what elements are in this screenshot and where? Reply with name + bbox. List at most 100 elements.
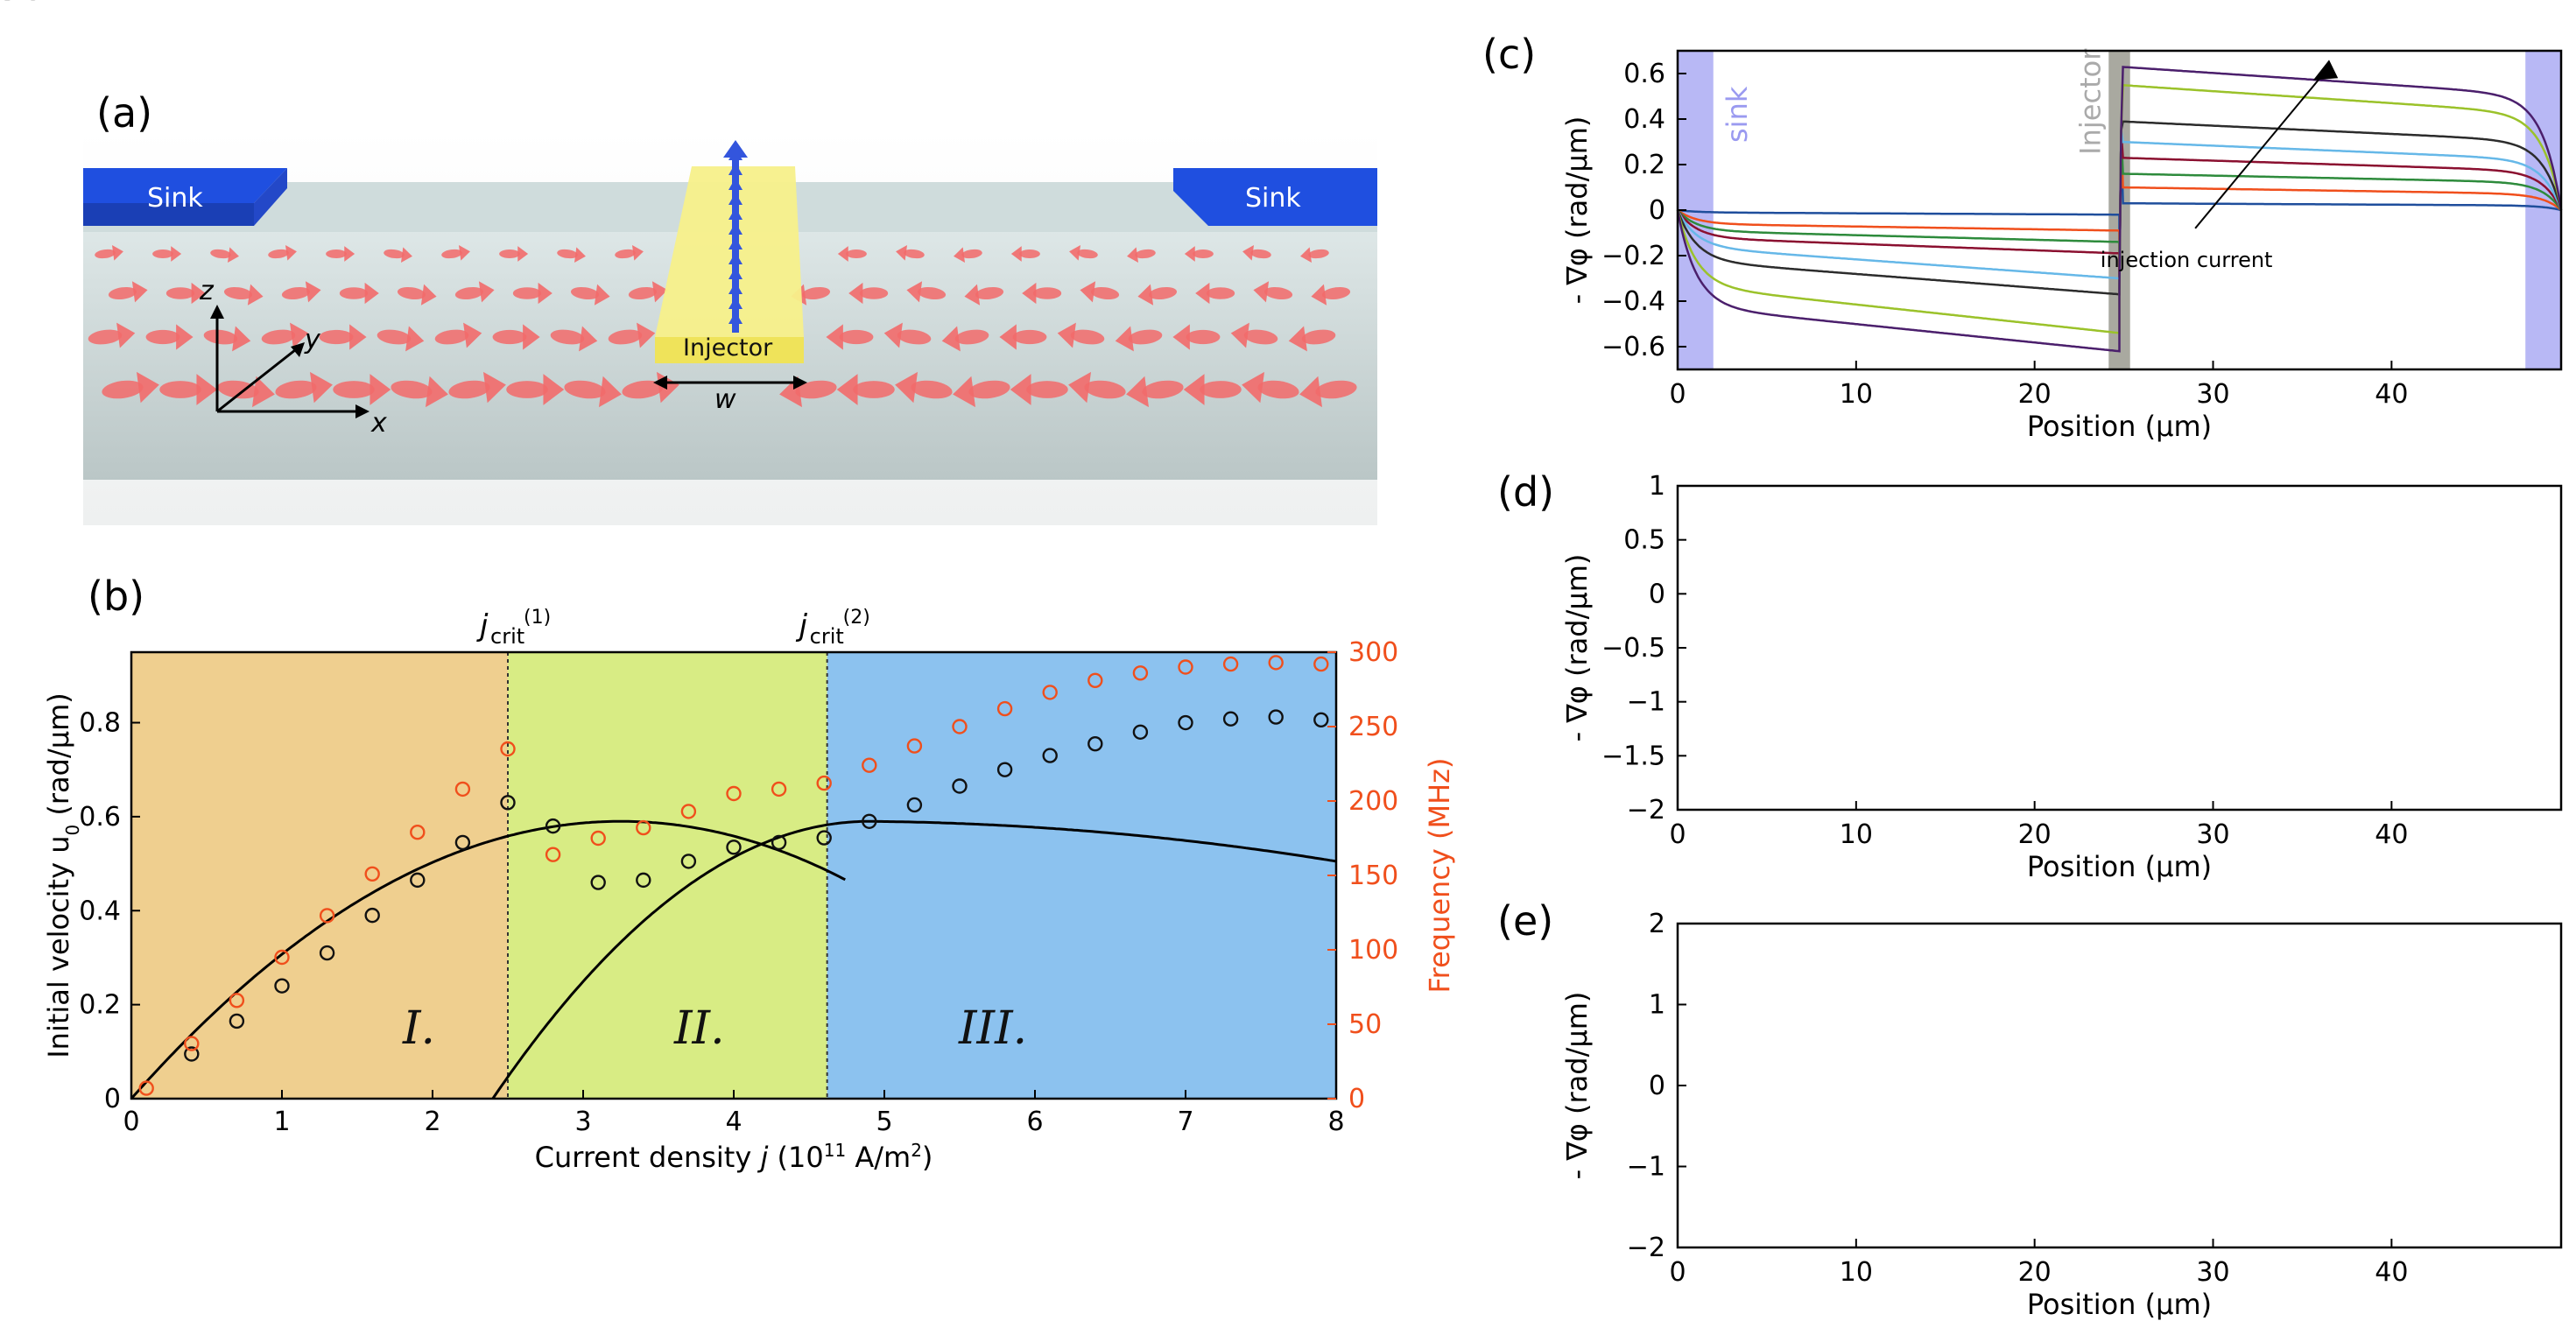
frequency-point (410, 825, 426, 840)
x-tick-label-e: 10 (1840, 1257, 1873, 1288)
arrow-body (1257, 380, 1299, 399)
frequency-point (590, 830, 606, 847)
frequency-point (454, 781, 471, 798)
arrow-body (210, 249, 231, 259)
magnetization-arrow (145, 324, 194, 350)
injector-stripe (655, 166, 804, 337)
arrow-head (290, 322, 309, 348)
x-axis-label-c: Position (µm) (2027, 410, 2212, 443)
y-tick-label-d: −0.5 (1601, 633, 1665, 664)
arrow-head (574, 247, 586, 263)
magnetization-arrow (95, 244, 123, 261)
y-tick-label-d: 0 (1649, 579, 1665, 609)
frequency-point (1222, 656, 1239, 672)
frequency-point (319, 908, 335, 924)
spin-arrow-shaft (732, 205, 739, 214)
frequency-point (184, 1036, 200, 1051)
frequency-point (952, 719, 968, 734)
region-label-1: I. (402, 1002, 435, 1055)
magnetization-arrow (1230, 322, 1278, 348)
y-tick-label-e: 0 (1649, 1071, 1665, 1101)
arrow-head (232, 326, 251, 352)
arrow-body (1200, 381, 1242, 398)
arrow-head (1126, 376, 1150, 408)
y-tick-label-d: 1 (1649, 471, 1665, 502)
x-tick-label-d: 30 (2196, 819, 2229, 850)
sink-label: sink (1721, 86, 1754, 143)
arrow-head (883, 322, 903, 348)
velocity-point (590, 875, 606, 890)
magnetization-arrow (326, 246, 355, 262)
width-label: w (714, 384, 736, 415)
crit-sub-2: crit (810, 624, 844, 649)
magnetization-arrow (1010, 246, 1040, 262)
frequency-point (1132, 665, 1149, 681)
x-tick-label-e: 0 (1669, 1257, 1686, 1288)
velocity-point (996, 762, 1013, 777)
magnetization-arrow (836, 374, 895, 405)
x-tick-label-d: 20 (2018, 819, 2052, 850)
magnetization-arrow (203, 326, 251, 352)
spin-arrow-shaft (732, 279, 739, 288)
arrow-body (975, 286, 1004, 300)
arrow-head (1195, 282, 1210, 305)
magnetization-arrow (391, 376, 448, 408)
frequency-point (500, 741, 516, 757)
arrow-body (448, 380, 490, 399)
arrow-body (261, 329, 296, 345)
x-tick-label-b: 8 (1327, 1107, 1344, 1137)
frequency-point (1313, 656, 1329, 672)
magnetization-arrow (1183, 374, 1242, 405)
y2-tick-label-b: 150 (1348, 861, 1398, 891)
velocity-point (410, 872, 426, 889)
magnetization-arrow (210, 247, 239, 263)
arrow-body (917, 286, 947, 300)
y-tick-label-c: 0.2 (1623, 150, 1665, 180)
arrow-body (384, 249, 405, 259)
arrow-body (564, 380, 606, 399)
fit-curve-2 (491, 819, 1337, 1100)
arrow-head (227, 247, 239, 263)
arrow-body (203, 329, 238, 345)
arrow-body (1019, 249, 1040, 258)
x-tick-label-b: 5 (876, 1107, 892, 1137)
arrow-head (251, 376, 275, 408)
sink-label: sink (0, 0, 29, 7)
arrow-body (339, 287, 369, 299)
arrow-body (492, 329, 527, 345)
magnetization-arrow (1242, 244, 1271, 261)
frequency-point (545, 847, 561, 862)
magnetization-arrow (1069, 244, 1098, 261)
velocity-point (726, 840, 742, 855)
arrow-head (1127, 247, 1139, 263)
magnetization-arrow (217, 376, 275, 408)
arrow-head (400, 247, 412, 263)
arrow-body (550, 329, 585, 345)
arrow-body (622, 380, 664, 399)
magnetization-arrow (1253, 281, 1293, 303)
crit-label-2: j (796, 608, 808, 643)
arrow-head (111, 244, 123, 261)
frequency-point (816, 775, 832, 791)
magnetization-arrow (1010, 374, 1068, 405)
frequency-point (1268, 655, 1284, 671)
arrow-body (217, 380, 259, 399)
magnetization-arrow (1242, 371, 1299, 404)
frequency-point (636, 819, 651, 836)
arrow-body (1077, 249, 1098, 259)
arrow-head (463, 322, 482, 348)
spin-arrow-shaft (732, 249, 739, 258)
x-tick-label-b: 4 (725, 1107, 742, 1137)
y-tick-label-d: −1.5 (1601, 741, 1665, 771)
arrow-body (1128, 329, 1163, 345)
y-label-part: (rad/µm) (42, 692, 75, 825)
arrow-body (628, 286, 658, 300)
arrow-body (454, 286, 484, 300)
panel-label-d: (d) (1497, 468, 1554, 516)
magnetization-arrow (1126, 376, 1184, 408)
annotation-text: injection current (2101, 248, 2273, 272)
arrow-body (88, 329, 123, 345)
arrow-head (594, 284, 610, 306)
magnetization-arrow (896, 244, 925, 261)
x-tick-label-d: 0 (1669, 819, 1686, 850)
